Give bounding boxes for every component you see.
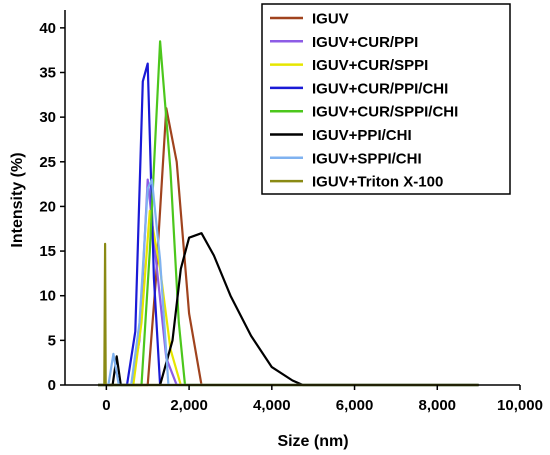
x-axis-title: Size (nm) [277,433,348,450]
legend-label: IGUV+CUR/SPPI [312,57,428,74]
series-line-4 [98,40,479,387]
plot-lines [98,40,479,387]
series-line-2 [98,209,479,387]
legend-label: IGUV+CUR/SPPI/CHI [312,104,458,121]
x-tick-label: 10,000 [497,397,543,414]
legend-label: IGUV+PPI/CHI [312,127,412,144]
series-line-0 [98,107,479,387]
y-axis-title: Intensity (%) [9,152,26,247]
legend-box [261,3,511,195]
x-ticks: 0 2,000 4,000 6,000 8,000 10,000 [102,385,543,414]
series-line-3 [98,62,479,387]
legend-label: IGUV+SPPI/CHI [312,150,422,167]
y-ticks: 0 5 10 15 20 25 30 35 40 [39,20,65,394]
series-line-5 [98,232,479,387]
y-tick-label: 35 [39,65,56,82]
series-line-6 [98,178,479,387]
legend-label: IGUV+Triton X-100 [312,174,443,191]
legend-label: IGUV [312,11,349,28]
x-tick-label: 6,000 [336,397,374,414]
legend-label: IGUV+CUR/PPI [312,34,418,51]
y-tick-label: 10 [39,288,56,305]
y-tick-label: 5 [48,332,56,349]
legend: IGUV IGUV+CUR/PPI IGUV+CUR/SPPI IGUV+CUR/PP… [261,3,511,195]
y-tick-label: 25 [39,154,56,171]
y-tick-label: 15 [39,243,56,260]
y-tick-label: 20 [39,198,56,215]
y-tick-label: 30 [39,109,56,126]
x-tick-label: 0 [102,397,110,414]
x-tick-label: 8,000 [418,397,456,414]
legend-label: IGUV+CUR/PPI/CHI [312,80,448,97]
y-tick-label: 40 [39,20,56,37]
x-tick-label: 2,000 [170,397,208,414]
x-tick-label: 4,000 [253,397,291,414]
y-tick-label: 0 [48,377,56,394]
